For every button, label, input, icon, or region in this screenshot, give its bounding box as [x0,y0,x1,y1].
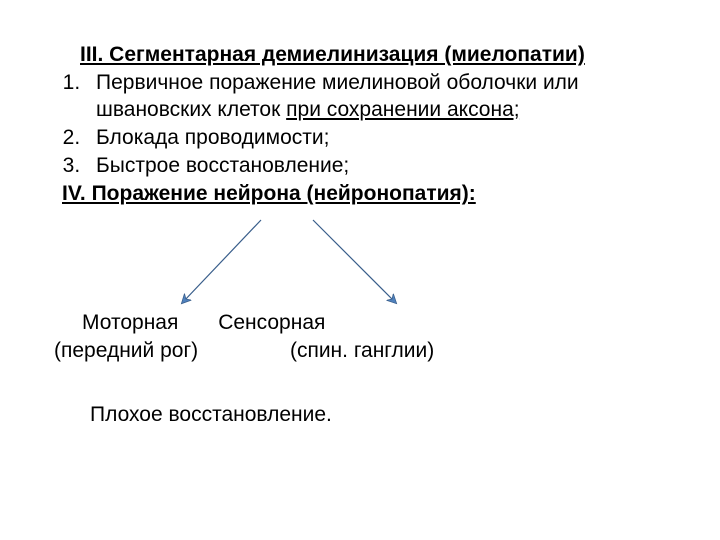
branch-arrows [54,212,680,312]
arrow-left-icon [169,216,279,316]
section3-list: Первичное поражение миелиновой оболочки … [54,70,680,179]
item-underlined: при сохранении аксона; [286,98,519,121]
branch-right-sublabel: (спин. ганглии) [290,338,434,364]
branch-sublabels: (передний рог) (спин. ганглии) [54,338,680,364]
slide: III. Сегментарная демиелинизация (миелоп… [0,0,720,540]
arrow-right-icon [299,216,419,316]
branch-left-sublabel: (передний рог) [54,338,198,364]
list-item: Быстрое восстановление; [86,153,680,179]
conclusion: Плохое восстановление. [54,402,680,428]
section4-heading: IV. Поражение нейрона (нейронопатия): [54,181,680,207]
list-item: Блокада проводимости; [86,125,680,151]
branch-left-label: Моторная [82,310,178,336]
section3-heading: III. Сегментарная демиелинизация (миелоп… [54,42,680,68]
list-item: Первичное поражение миелиновой оболочки … [86,70,680,123]
